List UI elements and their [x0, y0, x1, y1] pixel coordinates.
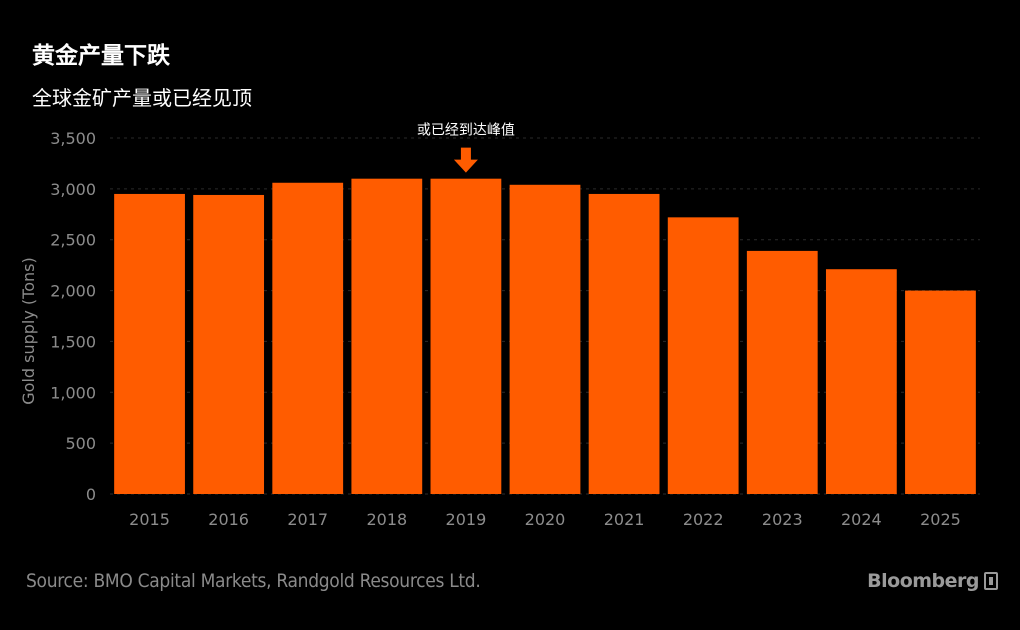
bar-2015 — [114, 193, 185, 494]
x-tick-label: 2015 — [129, 510, 170, 529]
x-tick-label: 2022 — [683, 510, 724, 529]
y-axis-ticks: 0 500 1,000 1,500 2,000 2,500 3,000 3,500 — [50, 129, 96, 504]
bar-2018 — [351, 178, 423, 494]
x-axis-ticks: 2015 2016 2017 2018 2019 2020 2021 2022 2023 2024… — [129, 510, 961, 529]
down-arrow-icon — [453, 147, 478, 173]
bar-2017 — [272, 182, 344, 495]
peak-annotation: 或已经到达峰值 — [417, 123, 515, 173]
y-tick-label: 1,000 — [50, 383, 96, 402]
y-tick-label: 2,500 — [50, 231, 96, 250]
bloomberg-mark-icon — [984, 572, 998, 590]
x-tick-label: 2021 — [604, 510, 645, 529]
source-note: Source: BMO Capital Markets, Randgold Re… — [26, 570, 481, 592]
bar-2019 — [430, 178, 502, 494]
bar-2023 — [746, 250, 818, 494]
brand-name: Bloomberg — [867, 570, 979, 592]
chart-subtitle: 全球金矿产量或已经见顶 — [32, 86, 252, 110]
y-axis-label: Gold supply (Tons) — [19, 257, 38, 404]
y-tick-label: 1,500 — [50, 332, 96, 351]
y-tick-label: 0 — [86, 485, 96, 504]
bar-2021 — [588, 193, 660, 494]
bar-2024 — [825, 269, 897, 494]
x-tick-label: 2025 — [920, 510, 961, 529]
x-tick-label: 2019 — [446, 510, 487, 529]
brand-logo: Bloomberg — [867, 570, 998, 592]
y-tick-label: 2,000 — [50, 282, 96, 301]
x-tick-label: 2016 — [208, 510, 249, 529]
bars — [114, 178, 976, 495]
bar-2022 — [667, 217, 739, 494]
x-tick-label: 2023 — [762, 510, 803, 529]
x-tick-label: 2017 — [287, 510, 328, 529]
peak-annotation-text: 或已经到达峰值 — [417, 123, 515, 139]
chart-title: 黄金产量下跌 — [32, 43, 170, 69]
bar-2020 — [509, 184, 581, 494]
bar-chart: 0 500 1,000 1,500 2,000 2,500 3,000 3,500 Gold … — [19, 123, 980, 529]
x-tick-label: 2018 — [366, 510, 407, 529]
x-tick-label: 2020 — [525, 510, 566, 529]
y-tick-label: 500 — [65, 434, 96, 453]
y-tick-label: 3,000 — [50, 180, 96, 199]
x-tick-label: 2024 — [841, 510, 882, 529]
bar-2016 — [193, 194, 265, 494]
y-tick-label: 3,500 — [50, 129, 96, 148]
bar-2025 — [905, 290, 976, 494]
